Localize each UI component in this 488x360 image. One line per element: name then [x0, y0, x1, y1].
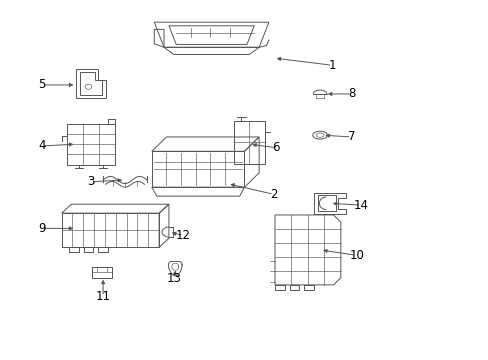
Text: 10: 10 — [348, 249, 364, 262]
Text: 7: 7 — [347, 130, 355, 144]
Text: 14: 14 — [353, 199, 368, 212]
Text: 9: 9 — [39, 222, 46, 235]
Text: 12: 12 — [176, 229, 191, 242]
Text: 1: 1 — [328, 59, 335, 72]
Text: 4: 4 — [39, 139, 46, 152]
Text: 2: 2 — [269, 188, 277, 201]
Text: 11: 11 — [95, 290, 110, 303]
Text: 8: 8 — [347, 87, 355, 100]
Text: 13: 13 — [166, 272, 181, 285]
Text: 3: 3 — [87, 175, 94, 188]
Text: 5: 5 — [39, 78, 46, 91]
Text: 6: 6 — [272, 141, 279, 154]
